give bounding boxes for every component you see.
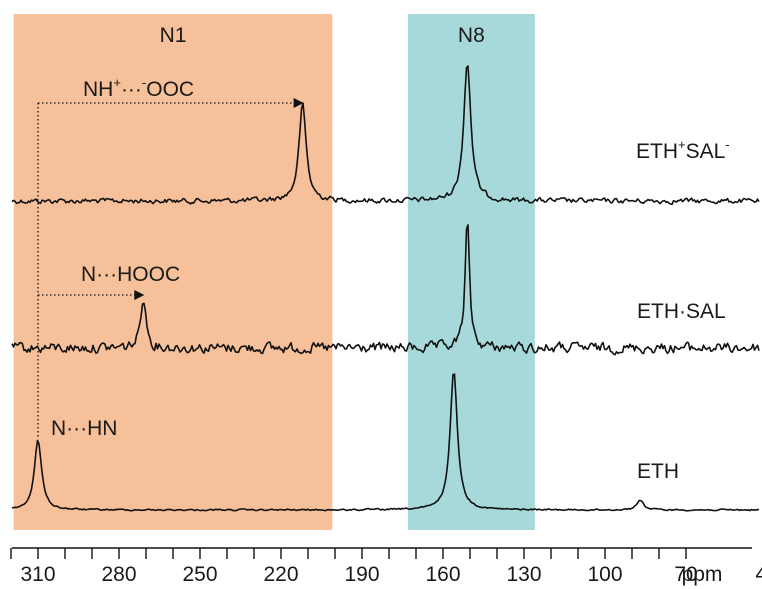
spectrum-traces [11,65,760,512]
tick-label-310: 310 [20,563,55,586]
annotation-nh-ooc: NH+···-OOC [83,75,194,101]
spectrum-trace-1 [11,65,760,206]
spectrum-trace-3 [11,373,760,512]
tick-label-220: 220 [263,563,298,586]
connector-cocrystal-arrowhead [134,290,145,300]
region-label-n1: N1 [160,24,187,47]
connector-salt-arrowhead [293,98,304,108]
tick-label-160: 160 [425,563,460,586]
tick-label-190: 190 [344,563,379,586]
annotation-n-hooc: N···HOOC [81,263,180,286]
tick-label-280: 280 [101,563,136,586]
annotation-n-hn: N···HN [51,417,117,440]
tick-label-130: 130 [506,563,541,586]
annotation-connectors [37,98,304,437]
tick-label-70: 70 [674,563,697,586]
tick-label-40: 40 [755,563,762,586]
series-label-eth: ETH [637,460,679,483]
spectrum-trace-2 [11,224,760,356]
region-n8 [407,14,535,530]
region-n1 [13,14,333,530]
series-label-eth-sal-cocrystal: ETH·SAL [637,300,726,323]
tick-label-250: 250 [182,563,217,586]
x-axis-ticks: 310 280 250 220 190 160 130 100 70 40 [10,548,762,586]
tick-label-100: 100 [587,563,622,586]
x-axis-unit-label: ppm [682,563,723,586]
region-label-n8: N8 [458,24,485,47]
highlight-regions [13,14,535,530]
series-label-eth-sal-salt: ETH+SAL- [636,137,730,163]
